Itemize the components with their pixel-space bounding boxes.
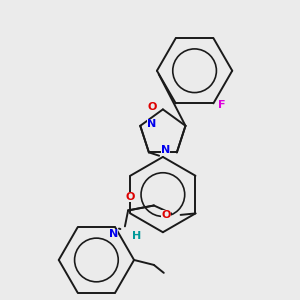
Text: N: N xyxy=(161,146,170,155)
Text: N: N xyxy=(109,229,118,239)
Text: H: H xyxy=(132,231,141,241)
Text: O: O xyxy=(161,210,171,220)
Text: O: O xyxy=(148,102,157,112)
Text: F: F xyxy=(218,100,225,110)
Text: O: O xyxy=(125,192,135,202)
Text: N: N xyxy=(147,119,157,129)
